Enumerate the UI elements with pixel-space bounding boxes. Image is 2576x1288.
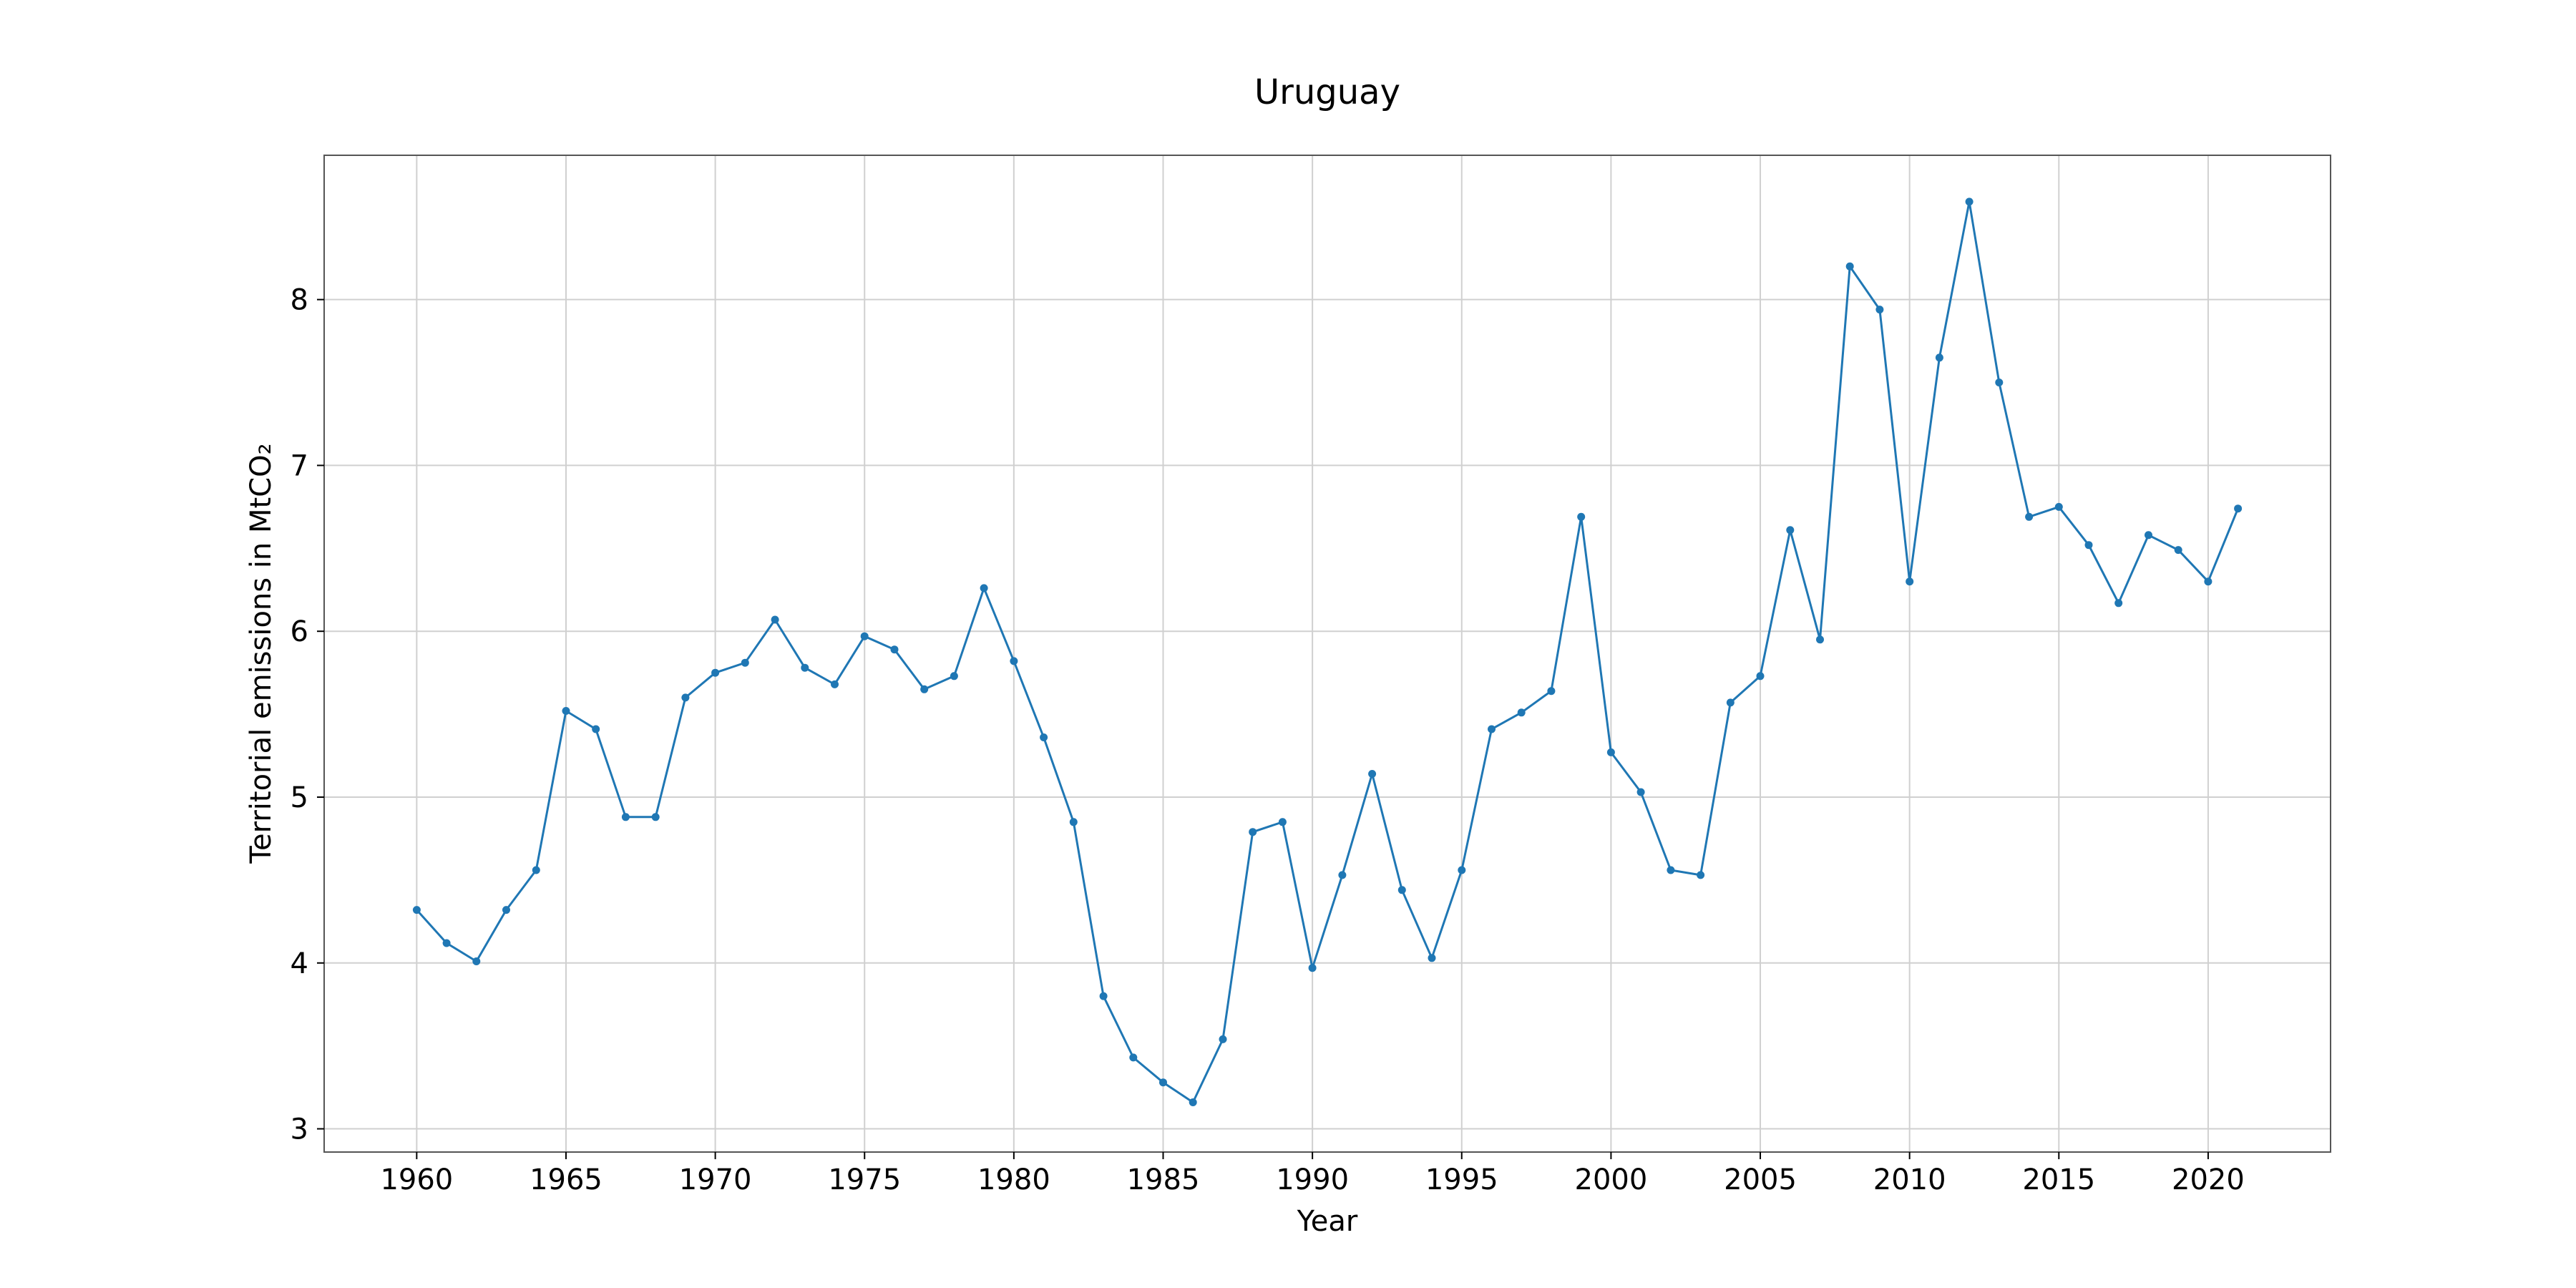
data-point — [2174, 546, 2182, 555]
x-axis-label: Year — [1297, 1205, 1358, 1238]
series-layer — [416, 200, 2239, 1103]
y-tick-label: 8 — [291, 284, 308, 317]
grid — [324, 155, 2331, 1152]
data-point — [831, 680, 839, 688]
data-point — [741, 658, 749, 667]
data-point — [1040, 733, 1048, 741]
data-point — [1099, 992, 1108, 1000]
data-point — [1219, 1035, 1227, 1043]
data-point — [502, 906, 510, 914]
data-point — [621, 813, 630, 821]
x-tick-label: 2010 — [1873, 1163, 1946, 1196]
data-point — [1278, 818, 1287, 826]
data-point — [472, 957, 481, 965]
x-tick-label: 1990 — [1276, 1163, 1349, 1196]
y-tick-label: 3 — [291, 1113, 308, 1146]
data-point — [860, 632, 869, 640]
data-point — [1010, 657, 1018, 665]
data-point — [651, 813, 660, 821]
data-point — [980, 584, 988, 592]
data-point — [1636, 788, 1645, 796]
data-point — [1965, 197, 1974, 206]
x-tick-label: 1995 — [1425, 1163, 1498, 1196]
series-line — [416, 200, 2239, 1103]
data-point — [1875, 306, 1884, 314]
data-point — [1726, 698, 1735, 707]
x-tick-label: 1980 — [977, 1163, 1050, 1196]
data-point — [711, 668, 720, 677]
x-tick-label: 2020 — [2172, 1163, 2245, 1196]
data-point — [1577, 512, 1586, 521]
data-point — [1249, 828, 1257, 836]
data-point — [1906, 577, 1914, 586]
data-points — [412, 197, 2243, 1106]
data-point — [2054, 502, 2063, 511]
data-point — [1697, 871, 1705, 879]
data-point — [592, 725, 600, 733]
x-tick-label: 1960 — [380, 1163, 453, 1196]
data-point — [1488, 725, 1496, 733]
chart-title: Uruguay — [1254, 72, 1400, 112]
data-point — [2114, 599, 2123, 608]
data-point — [1159, 1078, 1167, 1087]
data-point — [1397, 886, 1406, 894]
data-point — [920, 685, 929, 693]
data-point — [562, 707, 570, 715]
data-point — [2204, 577, 2212, 586]
data-point — [1995, 379, 2004, 386]
plot-frame — [323, 155, 2331, 1153]
x-tick-label: 2015 — [2022, 1163, 2095, 1196]
x-axis-ticks: 1960 1965 1970 1975 1980 1985 1990 1995 2000 2005… — [380, 1152, 2245, 1196]
data-point — [1517, 708, 1526, 717]
x-tick-label: 1975 — [828, 1163, 901, 1196]
data-point — [1756, 672, 1765, 680]
data-point — [532, 866, 540, 874]
x-tick-label: 1965 — [530, 1163, 602, 1196]
data-point — [1308, 964, 1317, 972]
data-point — [1667, 866, 1675, 874]
x-tick-label: 1985 — [1127, 1163, 1200, 1196]
data-point — [1816, 635, 1824, 644]
data-point — [1458, 866, 1466, 874]
y-axis-ticks: 3 4 5 6 7 8 — [291, 284, 324, 1146]
data-point — [1189, 1098, 1197, 1106]
data-point — [412, 906, 421, 914]
data-point — [950, 672, 958, 680]
data-point — [1547, 687, 1556, 696]
y-tick-label: 5 — [291, 781, 308, 814]
data-point — [1129, 1053, 1138, 1062]
data-point — [2145, 531, 2152, 540]
data-point — [1368, 770, 1377, 778]
data-point — [771, 615, 779, 624]
data-point — [1786, 526, 1795, 535]
x-tick-label: 1970 — [679, 1163, 752, 1196]
y-tick-label: 6 — [291, 615, 308, 648]
data-point — [2234, 504, 2243, 513]
data-point — [890, 645, 899, 654]
x-tick-label: 2005 — [1724, 1163, 1797, 1196]
x-tick-label: 2000 — [1575, 1163, 1648, 1196]
data-point — [2025, 512, 2034, 521]
data-point — [1606, 748, 1615, 756]
y-tick-label: 4 — [291, 947, 308, 980]
data-point — [1338, 871, 1347, 879]
data-point — [801, 663, 809, 672]
y-axis-label: Territorial emissions in MtCO₂ — [245, 443, 278, 864]
data-point — [1845, 262, 1854, 270]
data-point — [1069, 818, 1078, 826]
data-point — [442, 939, 451, 947]
data-point — [1935, 353, 1943, 362]
data-point — [2084, 541, 2093, 550]
data-point — [681, 693, 690, 702]
y-tick-label: 7 — [291, 449, 308, 482]
data-point — [1428, 954, 1436, 962]
